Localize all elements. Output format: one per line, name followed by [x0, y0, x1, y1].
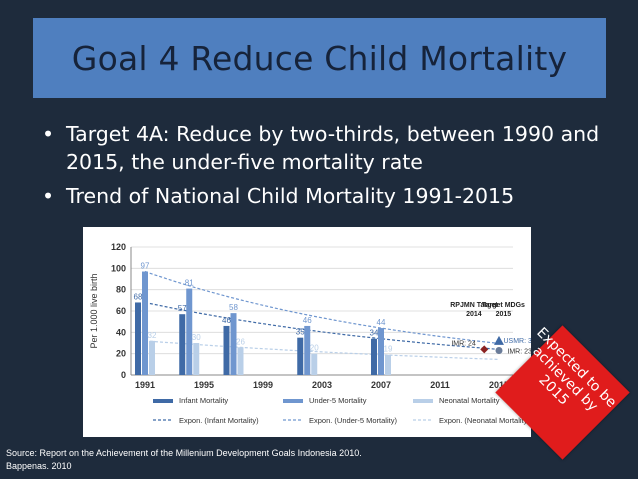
bar	[297, 337, 304, 375]
y-tick-label: 100	[111, 263, 126, 273]
bullet-list: • Target 4A: Reduce by two-thirds, betwe…	[42, 120, 602, 216]
legend-swatch	[283, 399, 303, 403]
bullet-dot-icon: •	[42, 122, 55, 146]
legend-swatch	[413, 399, 433, 403]
bar-value-label: 32	[148, 331, 157, 340]
bar	[223, 325, 230, 375]
y-tick-label: 80	[116, 285, 126, 295]
slide-title: Goal 4 Reduce Child Mortality	[71, 38, 568, 78]
bar	[385, 354, 391, 375]
bullet-item: • Target 4A: Reduce by two-thirds, betwe…	[42, 120, 602, 176]
bullet-text: Target 4A: Reduce by two-thirds, between…	[66, 122, 600, 174]
bar-value-label: 34	[370, 329, 379, 338]
bar	[311, 353, 318, 375]
bar	[304, 325, 311, 375]
legend-label: Neonatal Mortality	[439, 396, 500, 405]
trendline-infant-mortality	[144, 301, 500, 350]
mortality-chart: 0 20 40 60 80 100 120 Per 1.000 live birth 1991 1…	[83, 227, 531, 437]
title-bar: Goal 4 Reduce Child Mortality	[33, 18, 606, 98]
chart-svg: 0 20 40 60 80 100 120 Per 1.000 live birth 1991 1…	[89, 242, 531, 425]
x-tick-label: 2011	[430, 380, 450, 390]
bar-value-label: 81	[185, 279, 194, 288]
bar-value-label: 97	[141, 262, 150, 271]
bar-value-label: 20	[310, 344, 319, 353]
bar	[149, 340, 155, 375]
bar-value-label: 58	[229, 303, 238, 312]
bar-value-label: 68	[134, 292, 143, 301]
bar-value-label: 35	[296, 328, 305, 337]
bar	[186, 288, 193, 375]
target-marker	[480, 345, 489, 354]
legend-label: Expon. (Neonatal Mortality)	[439, 416, 530, 425]
target-label: 2015	[496, 311, 512, 318]
bar-value-label: 30	[192, 333, 201, 342]
bar-value-label: 57	[178, 304, 187, 313]
legend-label: Expon. (Infant Mortality)	[179, 416, 259, 425]
source-line: Source: Report on the Achievement of the…	[6, 448, 362, 458]
target-marker	[494, 335, 504, 345]
bar	[237, 347, 244, 375]
x-tick-label: 1999	[253, 380, 273, 390]
x-tick-label: 2007	[371, 380, 391, 390]
bar	[371, 338, 377, 375]
y-tick-label: 0	[121, 370, 126, 380]
bar	[193, 343, 200, 375]
y-tick-label: 40	[116, 327, 126, 337]
target-label: 2014	[466, 311, 482, 318]
target-marker	[495, 346, 503, 354]
trendline-under-5-mortality	[144, 270, 500, 344]
target-value-label: IMR: 23	[507, 348, 531, 355]
bar-value-label: 46	[303, 316, 312, 325]
x-tick-label: 1991	[135, 380, 155, 390]
bullet-dot-icon: •	[42, 184, 55, 208]
target-label: RPJMN Target	[450, 302, 498, 309]
bar	[230, 313, 237, 375]
legend-label: Infant Mortality	[179, 396, 228, 405]
y-tick-label: 120	[111, 242, 126, 252]
x-tick-label: 1995	[194, 380, 214, 390]
bar	[378, 328, 384, 375]
target-value-label: IMR: 24	[451, 340, 476, 347]
bar	[179, 314, 186, 375]
bullet-item: • Trend of National Child Mortality 1991…	[42, 182, 602, 210]
bar	[135, 302, 141, 375]
target-value-label: USMR: 32	[504, 338, 531, 345]
legend-label: Expon. (Under-5 Mortality)	[309, 416, 397, 425]
y-tick-label: 20	[116, 349, 126, 359]
target-label: Target MDGs	[482, 302, 525, 309]
source-line: Bappenas. 2010	[6, 461, 72, 471]
bar	[142, 271, 148, 375]
x-tick-label: 2015	[489, 380, 509, 390]
y-axis-label: Per 1.000 live birth	[89, 273, 99, 348]
trendline-neonatal-mortality	[144, 340, 500, 360]
legend-swatch	[153, 399, 173, 403]
bar-value-label: 19	[384, 345, 393, 354]
source-note: Source: Report on the Achievement of the…	[6, 447, 362, 473]
legend-label: Under-5 Mortality	[309, 396, 367, 405]
bullet-text: Trend of National Child Mortality 1991-2…	[66, 184, 515, 208]
y-tick-label: 60	[116, 306, 126, 316]
bar-value-label: 26	[236, 337, 245, 346]
bar-value-label: 44	[377, 318, 386, 327]
bar-value-label: 46	[222, 316, 231, 325]
x-tick-label: 2003	[312, 380, 332, 390]
